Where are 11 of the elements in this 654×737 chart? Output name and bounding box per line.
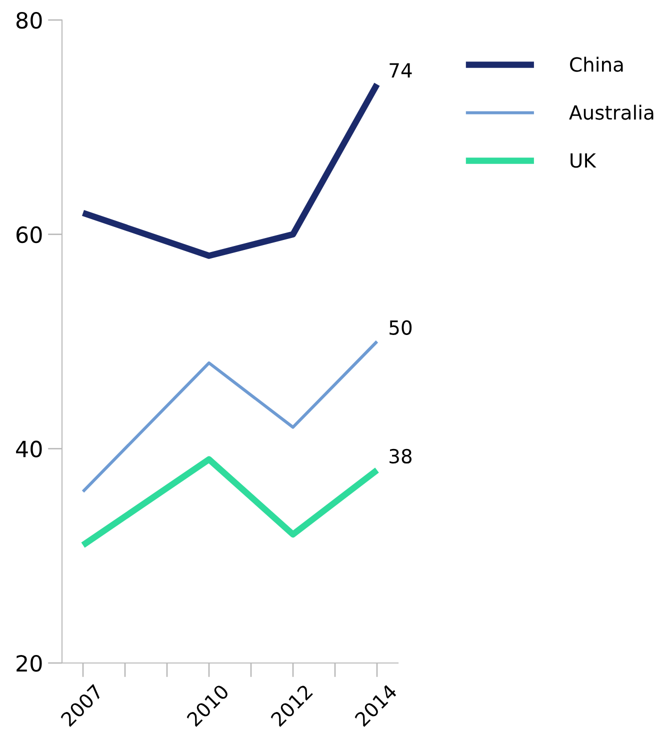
data-label: 50 [390,320,412,335]
line-series [81,340,379,494]
y-tick-label: 40 [16,440,42,458]
legend-label: China [570,56,623,72]
data-label: 74 [390,63,412,78]
y-tick-label: 20 [16,654,42,672]
legend-label: Australia [569,104,654,120]
legend-label: UK [570,153,596,168]
y-tick-label: 80 [16,12,42,29]
y-tick-label: 60 [16,226,42,244]
data-label: 38 [390,448,412,464]
